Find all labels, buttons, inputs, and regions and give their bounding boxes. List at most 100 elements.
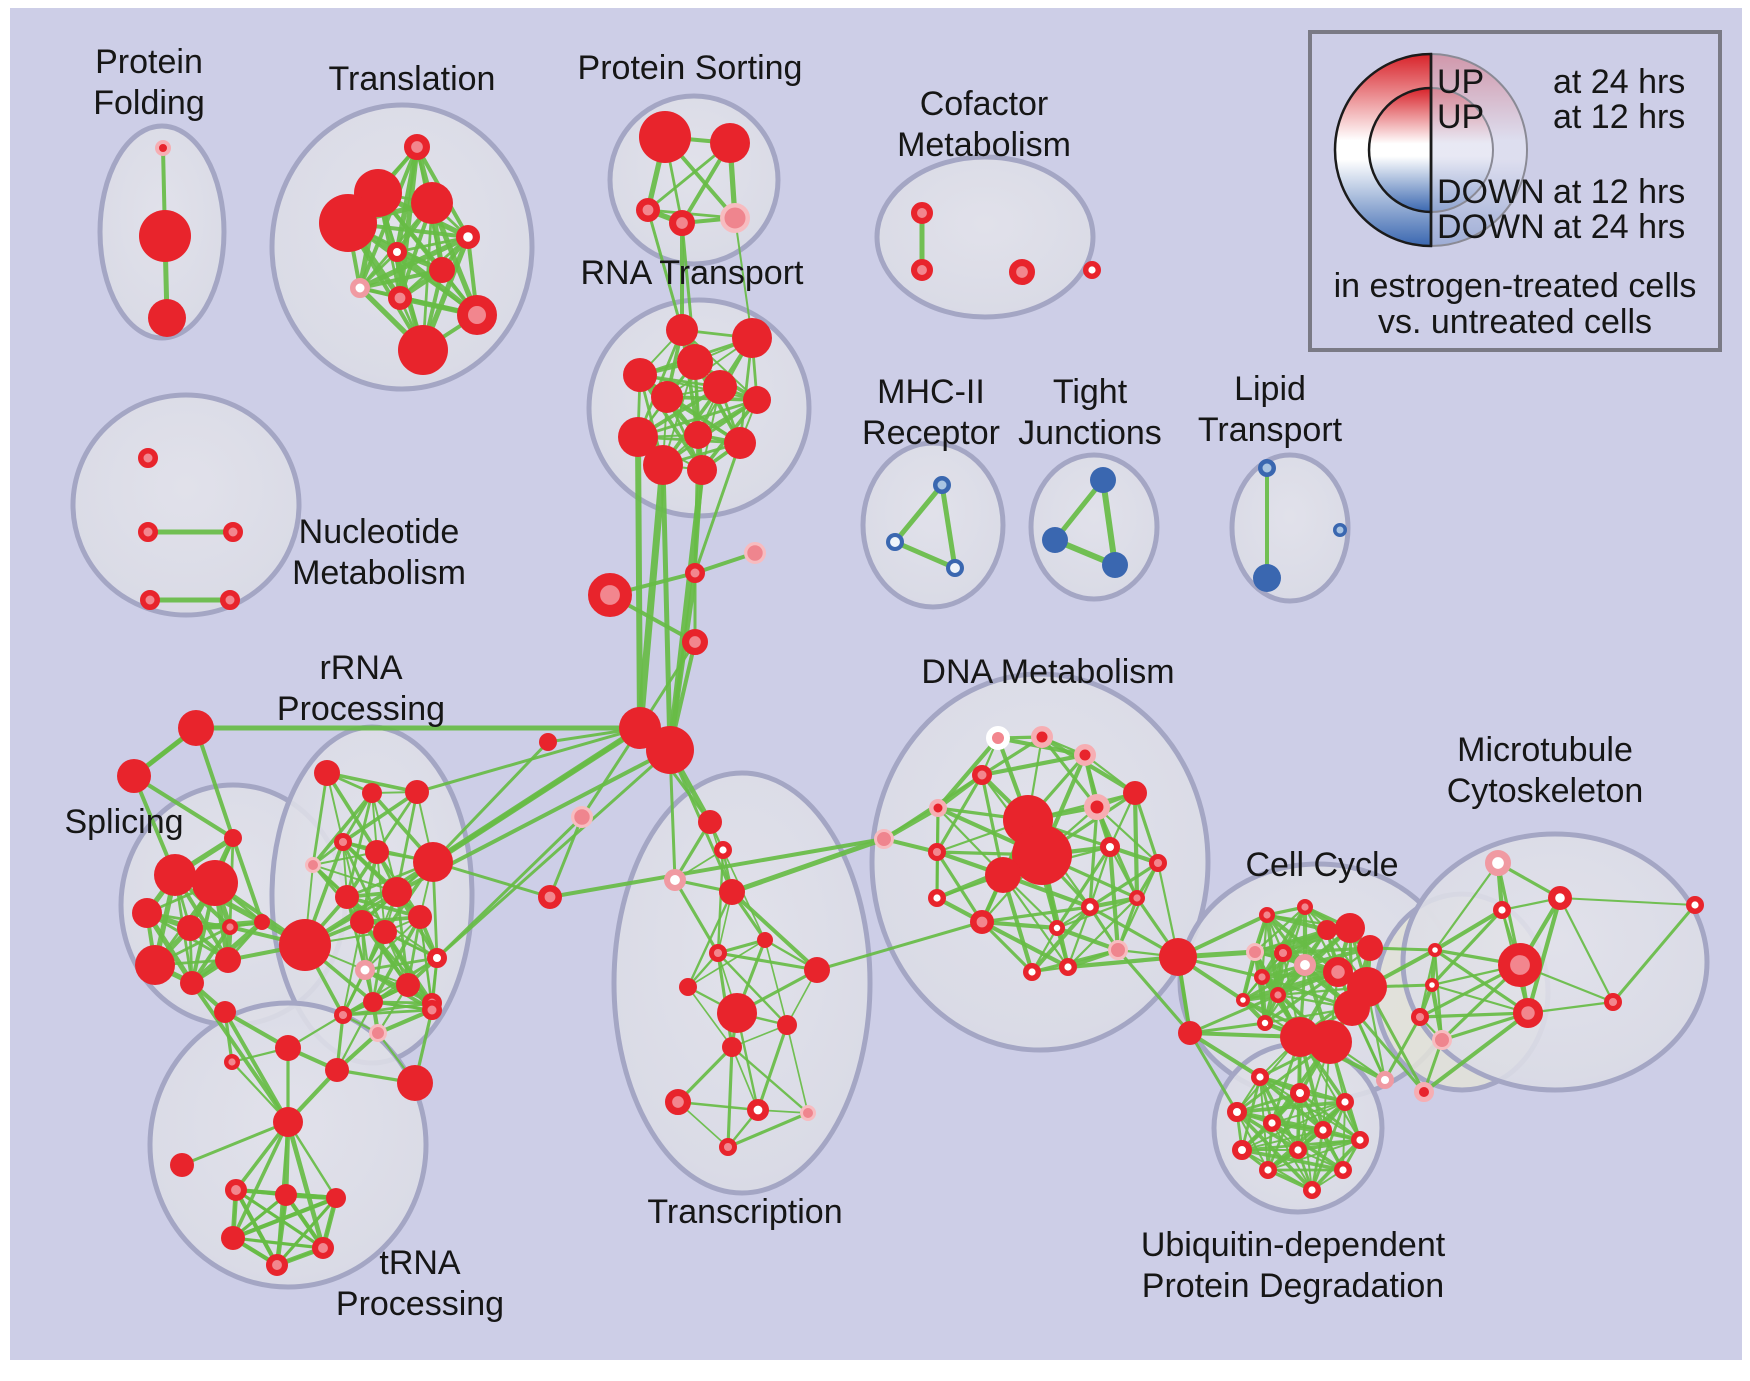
gene-node-ps3[interactable] bbox=[635, 198, 660, 223]
gene-node-d15[interactable] bbox=[969, 909, 994, 934]
gene-node-d17[interactable] bbox=[1049, 920, 1066, 937]
gene-node-n2[interactable] bbox=[138, 522, 158, 542]
gene-node-rr3[interactable] bbox=[405, 780, 429, 804]
gene-node-u12[interactable] bbox=[1302, 1180, 1321, 1199]
gene-node-ps1[interactable] bbox=[639, 111, 691, 163]
gene-node-d13[interactable] bbox=[1128, 890, 1145, 907]
gene-node-s4[interactable] bbox=[177, 915, 203, 941]
gene-node-u10[interactable] bbox=[1258, 1160, 1277, 1179]
gene-node-s1[interactable] bbox=[154, 854, 196, 896]
gene-node-r3[interactable] bbox=[677, 344, 713, 380]
gene-node-n3[interactable] bbox=[223, 522, 243, 542]
gene-node-s3[interactable] bbox=[132, 898, 162, 928]
gene-node-rr14[interactable] bbox=[355, 960, 375, 980]
gene-node-tx5[interactable] bbox=[537, 884, 562, 909]
gene-node-rr11[interactable] bbox=[373, 920, 397, 944]
gene-node-rr15[interactable] bbox=[396, 973, 420, 997]
gene-node-tx2[interactable] bbox=[714, 841, 733, 860]
gene-node-x6[interactable] bbox=[265, 1254, 288, 1277]
gene-node-n1[interactable] bbox=[138, 448, 158, 468]
gene-node-x1[interactable] bbox=[224, 1179, 247, 1202]
gene-node-st1[interactable] bbox=[178, 710, 214, 746]
gene-node-mc7[interactable] bbox=[1410, 1007, 1429, 1026]
gene-node-d16[interactable] bbox=[1080, 898, 1099, 917]
gene-node-mc11[interactable] bbox=[1685, 896, 1704, 915]
gene-node-rr10[interactable] bbox=[350, 910, 374, 934]
gene-node-d19[interactable] bbox=[1022, 963, 1041, 982]
gene-node-r10[interactable] bbox=[724, 427, 756, 459]
gene-node-s2[interactable] bbox=[192, 860, 238, 906]
gene-node-d6[interactable] bbox=[929, 799, 947, 817]
gene-node-cc12[interactable] bbox=[1269, 987, 1286, 1004]
gene-node-cc8[interactable] bbox=[1294, 954, 1317, 977]
gene-node-u2[interactable] bbox=[1290, 1083, 1310, 1103]
gene-node-tx12[interactable] bbox=[722, 1037, 742, 1057]
gene-node-n4[interactable] bbox=[140, 590, 160, 610]
gene-node-r7[interactable] bbox=[743, 386, 771, 414]
gene-node-tx15[interactable] bbox=[800, 1105, 816, 1121]
gene-node-bl5[interactable] bbox=[334, 1005, 353, 1024]
gene-node-u4[interactable] bbox=[1227, 1102, 1247, 1122]
gene-node-x3[interactable] bbox=[326, 1188, 346, 1208]
gene-node-cc2[interactable] bbox=[1296, 899, 1313, 916]
gene-node-rr16[interactable] bbox=[363, 992, 383, 1012]
gene-node-mc9[interactable] bbox=[1603, 992, 1622, 1011]
gene-node-s5[interactable] bbox=[221, 919, 238, 936]
gene-node-txp[interactable] bbox=[874, 829, 894, 849]
gene-node-cc1[interactable] bbox=[1258, 907, 1275, 924]
gene-node-rr5[interactable] bbox=[305, 857, 321, 873]
gene-node-t11[interactable] bbox=[398, 325, 448, 375]
gene-node-rr8[interactable] bbox=[413, 842, 453, 882]
gene-node-x4[interactable] bbox=[221, 1226, 245, 1250]
gene-node-tx3[interactable] bbox=[664, 869, 687, 892]
gene-node-d20[interactable] bbox=[1058, 958, 1077, 977]
gene-node-pf2[interactable] bbox=[139, 210, 191, 262]
gene-node-sj[interactable] bbox=[224, 829, 242, 847]
gene-node-rr4[interactable] bbox=[334, 832, 353, 851]
gene-node-u3[interactable] bbox=[1335, 1092, 1354, 1111]
gene-node-s7[interactable] bbox=[180, 971, 204, 995]
gene-node-j1[interactable] bbox=[685, 563, 705, 583]
gene-node-m1[interactable] bbox=[933, 476, 951, 494]
gene-node-d7[interactable] bbox=[1084, 794, 1110, 820]
gene-node-t5[interactable] bbox=[456, 225, 481, 250]
gene-node-mc4[interactable] bbox=[1427, 942, 1442, 957]
gene-node-tj3[interactable] bbox=[1102, 552, 1128, 578]
gene-node-cc14[interactable] bbox=[1334, 990, 1370, 1026]
gene-node-mc2[interactable] bbox=[1547, 885, 1572, 910]
gene-node-c3[interactable] bbox=[1009, 259, 1036, 286]
gene-node-d18[interactable] bbox=[1108, 940, 1128, 960]
gene-node-u6[interactable] bbox=[1313, 1120, 1332, 1139]
gene-node-tx10[interactable] bbox=[717, 993, 757, 1033]
gene-node-t9[interactable] bbox=[387, 285, 412, 310]
gene-node-hs[interactable] bbox=[539, 733, 557, 751]
gene-node-r12[interactable] bbox=[687, 455, 717, 485]
gene-node-cc15[interactable] bbox=[1257, 1015, 1274, 1032]
gene-node-u1[interactable] bbox=[1250, 1067, 1269, 1086]
gene-node-rr2[interactable] bbox=[362, 783, 382, 803]
gene-node-rr7[interactable] bbox=[335, 885, 359, 909]
gene-node-x2[interactable] bbox=[275, 1184, 297, 1206]
gene-node-u11[interactable] bbox=[1333, 1160, 1352, 1179]
gene-node-r9[interactable] bbox=[684, 421, 712, 449]
gene-node-j2[interactable] bbox=[744, 542, 767, 565]
gene-node-s8[interactable] bbox=[215, 947, 241, 973]
gene-node-th[interactable] bbox=[273, 1107, 303, 1137]
gene-node-cc9[interactable] bbox=[1323, 957, 1353, 987]
gene-node-r5[interactable] bbox=[703, 370, 737, 404]
gene-node-u7[interactable] bbox=[1350, 1130, 1369, 1149]
gene-node-bl6[interactable] bbox=[369, 1024, 387, 1042]
gene-node-r4[interactable] bbox=[623, 358, 657, 392]
gene-node-bl7[interactable] bbox=[422, 1000, 442, 1020]
gene-node-bl3[interactable] bbox=[275, 1035, 301, 1061]
gene-node-cc3[interactable] bbox=[1317, 920, 1337, 940]
gene-node-d9[interactable] bbox=[927, 842, 946, 861]
gene-node-tx14[interactable] bbox=[746, 1099, 769, 1122]
gene-node-t1[interactable] bbox=[404, 133, 431, 160]
gene-node-cc13[interactable] bbox=[1235, 992, 1250, 1007]
gene-node-b2[interactable] bbox=[1414, 1082, 1434, 1102]
gene-node-lt2[interactable] bbox=[1253, 564, 1281, 592]
gene-node-tx13[interactable] bbox=[665, 1088, 692, 1115]
gene-node-t8[interactable] bbox=[350, 278, 370, 298]
gene-node-ps5[interactable] bbox=[720, 203, 750, 233]
